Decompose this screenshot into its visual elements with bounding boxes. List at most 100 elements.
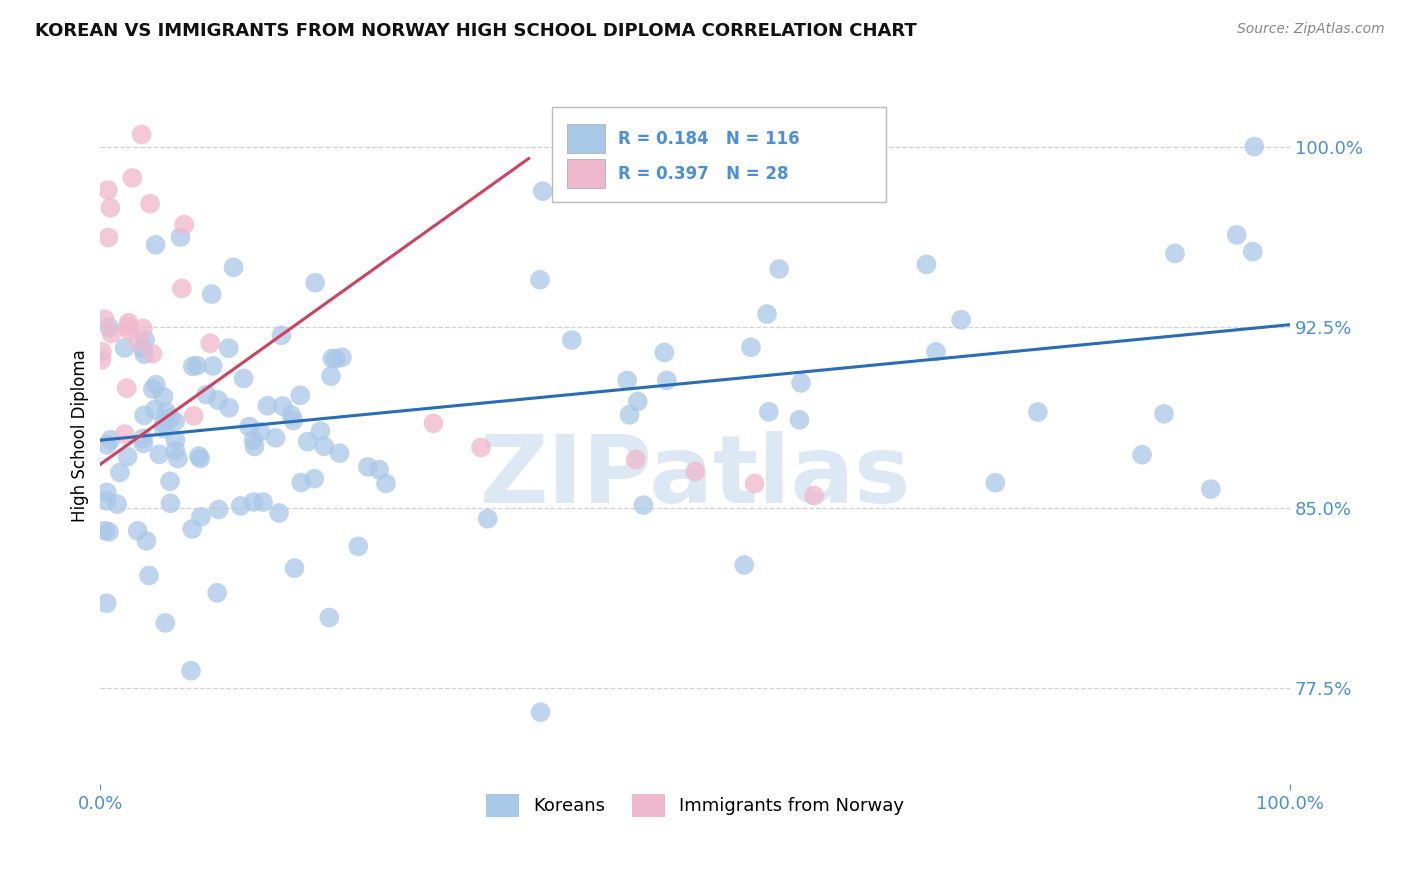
Point	[655, 373, 678, 387]
Point	[529, 705, 551, 719]
Point	[1130, 448, 1153, 462]
Point	[374, 476, 396, 491]
Point	[127, 524, 149, 538]
Point	[114, 341, 136, 355]
Point	[131, 128, 153, 142]
Point	[135, 533, 157, 548]
Point	[218, 401, 240, 415]
Point	[98, 201, 121, 215]
Point	[925, 344, 948, 359]
Point	[744, 476, 766, 491]
Point	[132, 432, 155, 446]
Point	[1153, 407, 1175, 421]
Point	[290, 475, 312, 490]
Point	[96, 596, 118, 610]
Point	[132, 409, 155, 423]
Point	[789, 413, 811, 427]
Point	[98, 320, 121, 334]
Point	[256, 399, 278, 413]
Point	[290, 388, 312, 402]
Point	[117, 319, 139, 334]
Point	[1164, 246, 1187, 260]
Point	[190, 509, 212, 524]
Point	[207, 502, 229, 516]
Point	[155, 405, 177, 419]
Point	[304, 472, 326, 486]
Point	[155, 615, 177, 630]
Point	[108, 466, 131, 480]
Point	[283, 561, 305, 575]
Point	[134, 333, 156, 347]
Point	[159, 410, 181, 425]
Point	[683, 465, 706, 479]
Point	[127, 334, 149, 349]
Point	[249, 425, 271, 439]
Point	[96, 438, 118, 452]
Point	[188, 451, 211, 466]
Point	[357, 459, 380, 474]
Point	[309, 424, 332, 438]
Point	[115, 381, 138, 395]
Point	[1243, 139, 1265, 153]
Point	[283, 413, 305, 427]
Point	[180, 664, 202, 678]
Point	[280, 408, 302, 422]
Point	[616, 373, 638, 387]
Point	[561, 333, 583, 347]
Point	[186, 359, 208, 373]
Point	[422, 417, 444, 431]
Point	[132, 436, 155, 450]
Point	[470, 441, 492, 455]
Point	[97, 183, 120, 197]
Point	[187, 449, 209, 463]
Point	[142, 382, 165, 396]
Point	[165, 443, 187, 458]
Point	[1199, 482, 1222, 496]
Point	[633, 498, 655, 512]
Point	[165, 415, 187, 429]
Point	[201, 359, 224, 373]
Point	[347, 539, 370, 553]
Text: R = 0.184   N = 116: R = 0.184 N = 116	[617, 129, 800, 148]
Bar	[567, 159, 605, 188]
Point	[803, 489, 825, 503]
Point	[733, 558, 755, 572]
Point	[183, 409, 205, 423]
Point	[229, 499, 252, 513]
Point	[270, 328, 292, 343]
Point	[768, 262, 790, 277]
Point	[242, 495, 264, 509]
Point	[242, 433, 264, 447]
Point	[195, 387, 218, 401]
Point	[325, 351, 347, 366]
Point	[619, 408, 641, 422]
Point	[97, 230, 120, 244]
Point	[121, 170, 143, 185]
Point	[181, 522, 204, 536]
Point	[170, 281, 193, 295]
Text: KOREAN VS IMMIGRANTS FROM NORWAY HIGH SCHOOL DIPLOMA CORRELATION CHART: KOREAN VS IMMIGRANTS FROM NORWAY HIGH SC…	[35, 22, 917, 40]
Point	[152, 417, 174, 431]
Point	[105, 497, 128, 511]
Point	[169, 230, 191, 244]
Text: ZIPatlas: ZIPatlas	[479, 431, 911, 524]
Point	[134, 347, 156, 361]
Point	[271, 399, 294, 413]
Point	[132, 342, 155, 356]
Point	[654, 345, 676, 359]
Point	[368, 462, 391, 476]
Point	[138, 568, 160, 582]
Point	[96, 493, 118, 508]
Point	[166, 451, 188, 466]
Point	[758, 405, 780, 419]
Point	[531, 184, 554, 198]
Point	[159, 475, 181, 489]
Point	[321, 351, 343, 366]
Point	[153, 422, 176, 436]
Point	[1226, 227, 1249, 242]
Point	[100, 433, 122, 447]
Point	[173, 218, 195, 232]
Point	[304, 276, 326, 290]
Text: R = 0.397   N = 28: R = 0.397 N = 28	[617, 165, 789, 183]
Point	[181, 359, 204, 374]
